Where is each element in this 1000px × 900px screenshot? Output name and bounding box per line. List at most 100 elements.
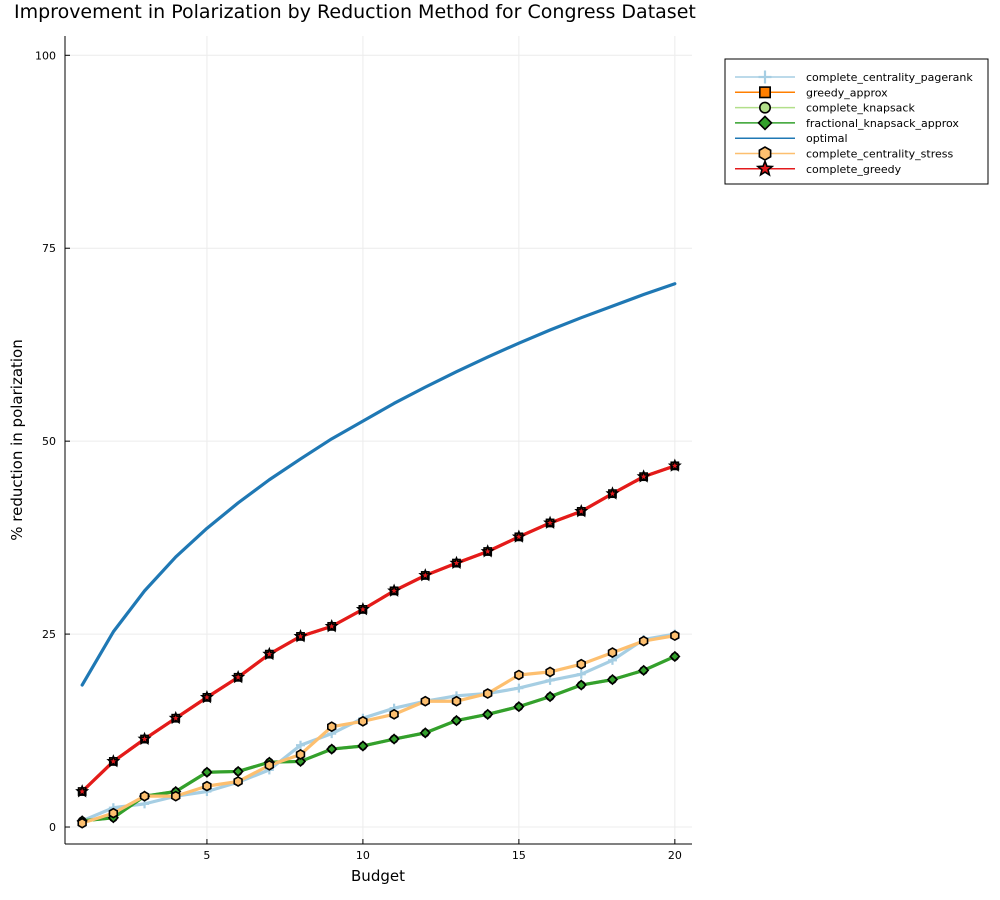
data-point-complete-greedy bbox=[605, 486, 620, 500]
data-point-complete-centrality-stress bbox=[514, 669, 524, 681]
data-point-complete-greedy bbox=[199, 690, 214, 704]
data-point-complete-centrality-pagerank bbox=[576, 669, 586, 679]
chart-title: Improvement in Polarization by Reduction… bbox=[14, 1, 696, 23]
y-axis-title: % reduction in polarization bbox=[8, 339, 26, 541]
data-point-complete-greedy bbox=[231, 669, 246, 684]
data-point-complete-centrality-pagerank bbox=[545, 675, 555, 685]
legend-item-optimal: optimal bbox=[735, 132, 848, 145]
legend-items: complete_centrality_pagerank greedy_appro… bbox=[735, 70, 973, 177]
data-point-complete-centrality-stress bbox=[264, 759, 275, 771]
data-point-fractional-knapsack-approx bbox=[482, 708, 494, 720]
y-tick-label: 100 bbox=[35, 49, 56, 62]
legend-marker bbox=[758, 86, 771, 99]
legend-marker bbox=[755, 159, 775, 177]
data-point-complete-greedy bbox=[480, 544, 495, 558]
data-point-complete-centrality-stress bbox=[545, 666, 555, 678]
data-point-complete-greedy bbox=[106, 754, 121, 768]
x-tick-label: 10 bbox=[356, 849, 370, 862]
series-layer bbox=[80, 282, 677, 825]
data-point-complete-centrality-stress bbox=[638, 635, 649, 647]
grid bbox=[65, 36, 692, 844]
legend-label: complete_centrality_pagerank bbox=[806, 71, 973, 84]
data-point-complete-centrality-stress bbox=[202, 780, 212, 792]
series-markers-complete-centrality-stress bbox=[77, 630, 680, 829]
x-axis-title: Budget bbox=[351, 867, 405, 885]
data-point-complete-centrality-stress bbox=[171, 790, 181, 802]
data-point-complete-greedy bbox=[449, 555, 464, 570]
data-point-complete-greedy bbox=[574, 504, 589, 518]
data-point-complete-greedy bbox=[168, 710, 183, 725]
plot-frame bbox=[64, 36, 692, 845]
legend-marker bbox=[758, 146, 772, 161]
data-point-fractional-knapsack-approx bbox=[357, 740, 369, 752]
data-point-complete-centrality-stress bbox=[420, 695, 430, 707]
x-tick-label: 15 bbox=[512, 849, 526, 862]
data-point-complete-centrality-stress bbox=[77, 817, 87, 829]
legend-item-complete-centrality-pagerank: complete_centrality_pagerank bbox=[735, 70, 973, 84]
data-point-fractional-knapsack-approx bbox=[669, 650, 681, 663]
data-point-complete-centrality-stress bbox=[670, 630, 680, 642]
data-point-fractional-knapsack-approx bbox=[419, 727, 431, 739]
data-point-complete-greedy bbox=[636, 469, 651, 483]
ticks: 5 10 15 20 0 25 50 75 100 bbox=[35, 49, 682, 862]
series-markers-greedy-approx bbox=[77, 461, 680, 796]
data-point-complete-greedy bbox=[667, 458, 682, 472]
data-point-fractional-knapsack-approx bbox=[575, 679, 587, 691]
y-tick-label: 0 bbox=[49, 821, 56, 834]
data-point-fractional-knapsack-approx bbox=[544, 690, 556, 703]
data-point-complete-greedy bbox=[75, 784, 90, 798]
data-point-complete-greedy bbox=[511, 529, 526, 543]
data-point-fractional-knapsack-approx bbox=[638, 664, 650, 676]
legend: complete_centrality_pagerank greedy_appro… bbox=[724, 58, 989, 185]
data-point-complete-centrality-stress bbox=[576, 658, 586, 670]
data-point-fractional-knapsack-approx bbox=[201, 766, 213, 778]
legend-item-complete-centrality-stress: complete_centrality_stress bbox=[735, 146, 954, 161]
data-point-fractional-knapsack-approx bbox=[294, 755, 307, 768]
data-point-fractional-knapsack-approx bbox=[388, 733, 400, 745]
y-tick-label: 25 bbox=[42, 628, 56, 641]
legend-marker bbox=[758, 70, 772, 84]
legend-label: complete_knapsack bbox=[806, 102, 915, 115]
data-point-fractional-knapsack-approx bbox=[513, 701, 525, 713]
series-markers-complete-greedy bbox=[75, 458, 682, 798]
data-point-complete-greedy bbox=[137, 731, 152, 745]
data-point-complete-greedy bbox=[262, 646, 277, 661]
data-point-complete-centrality-pagerank bbox=[514, 683, 524, 693]
data-point-fractional-knapsack-approx bbox=[450, 714, 463, 727]
data-point-complete-centrality-stress bbox=[358, 715, 368, 727]
data-point-complete-centrality-stress bbox=[451, 695, 462, 707]
data-point-complete-greedy bbox=[355, 602, 370, 616]
data-point-fractional-knapsack-approx bbox=[232, 765, 244, 778]
legend-label: complete_centrality_stress bbox=[806, 148, 954, 161]
data-point-complete-centrality-stress bbox=[139, 790, 150, 802]
series-line-optimal bbox=[80, 282, 677, 687]
data-point-complete-greedy bbox=[324, 619, 339, 633]
legend-label: greedy_approx bbox=[806, 86, 888, 99]
series-line-complete-centrality-stress bbox=[80, 634, 677, 825]
data-point-complete-centrality-pagerank bbox=[296, 740, 306, 750]
data-point-complete-greedy bbox=[293, 629, 308, 643]
x-tick-label: 5 bbox=[203, 849, 210, 862]
data-point-fractional-knapsack-approx bbox=[326, 743, 338, 755]
legend-label: fractional_knapsack_approx bbox=[806, 117, 959, 130]
data-point-complete-centrality-stress bbox=[607, 647, 618, 659]
legend-item-fractional-knapsack-approx: fractional_knapsack_approx bbox=[735, 115, 959, 131]
legend-label: optimal bbox=[806, 132, 848, 145]
x-tick-label: 20 bbox=[668, 849, 682, 862]
legend-marker bbox=[758, 101, 771, 114]
legend-item-greedy-approx: greedy_approx bbox=[735, 86, 888, 99]
legend-label: complete_greedy bbox=[806, 163, 902, 176]
data-point-complete-centrality-stress bbox=[233, 776, 243, 787]
series-line-complete-greedy bbox=[80, 464, 677, 794]
data-point-complete-greedy bbox=[543, 515, 558, 529]
data-point-complete-centrality-stress bbox=[295, 749, 306, 760]
series-line-fractional-knapsack-approx bbox=[80, 654, 677, 823]
data-point-complete-centrality-stress bbox=[327, 721, 337, 733]
y-tick-label: 75 bbox=[42, 242, 56, 255]
data-point-complete-greedy bbox=[387, 583, 402, 597]
legend-marker bbox=[757, 115, 773, 131]
data-point-complete-centrality-stress bbox=[108, 807, 119, 819]
data-point-fractional-knapsack-approx bbox=[606, 673, 619, 686]
y-tick-label: 50 bbox=[42, 435, 56, 448]
